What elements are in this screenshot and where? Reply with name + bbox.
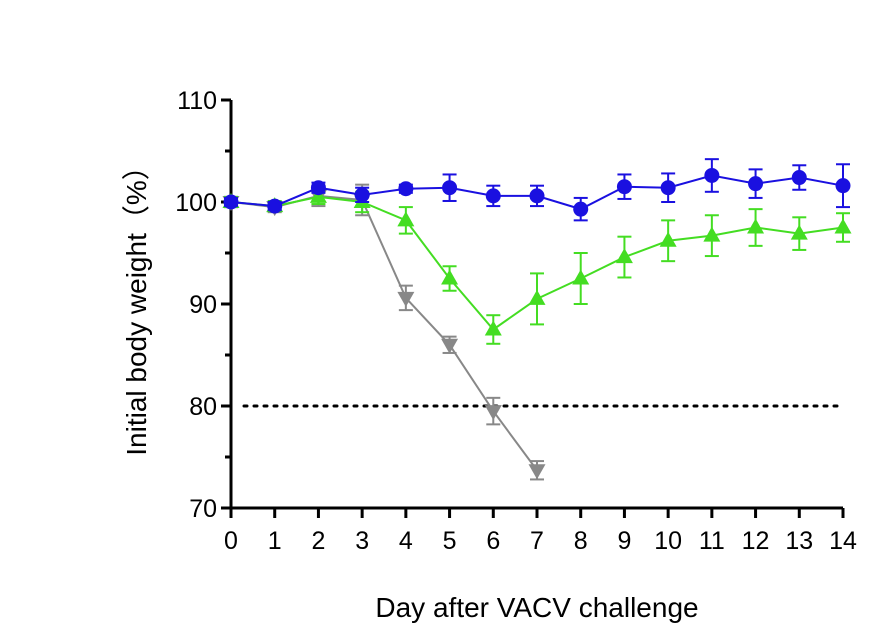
x-tick-label: 3	[355, 527, 369, 555]
x-tick-label: 6	[486, 527, 500, 555]
data-point	[441, 269, 459, 285]
data-point	[442, 180, 458, 196]
y-tick-label: 100	[175, 189, 217, 217]
data-point	[747, 218, 765, 234]
data-point	[354, 187, 370, 203]
data-point	[616, 179, 632, 195]
data-point	[309, 187, 327, 203]
data-point	[397, 291, 415, 307]
data-point	[398, 181, 414, 197]
data-point	[484, 320, 502, 336]
x-tick-label: 10	[654, 527, 682, 555]
data-point	[615, 248, 633, 264]
data-point	[704, 167, 720, 183]
data-point	[835, 178, 851, 194]
data-point	[791, 170, 807, 186]
data-point	[441, 338, 459, 354]
data-point	[485, 188, 501, 204]
x-tick-label: 13	[785, 527, 813, 555]
y-tick-label: 80	[189, 393, 217, 421]
data-point	[572, 269, 590, 285]
data-point	[397, 211, 415, 227]
x-tick-label: 14	[829, 527, 857, 555]
x-tick-label: 11	[699, 527, 725, 555]
data-point	[834, 218, 852, 234]
data-point	[660, 180, 676, 196]
y-tick-label: 110	[177, 87, 217, 115]
y-tick-label: 70	[189, 495, 217, 523]
x-tick-label: 5	[443, 527, 457, 555]
series-layer	[222, 158, 852, 481]
series-green-triangles	[222, 187, 852, 345]
x-tick-label: 8	[574, 527, 588, 555]
x-tick-label: 0	[224, 527, 238, 555]
data-point	[528, 464, 546, 480]
data-point	[573, 201, 589, 217]
y-axis-title: Initial body weight（%）	[121, 152, 152, 455]
data-point	[790, 224, 808, 240]
data-point	[703, 226, 721, 242]
data-point	[223, 194, 239, 210]
x-tick-label: 12	[742, 527, 770, 555]
data-point	[529, 188, 545, 204]
x-axis-title: Day after VACV challenge	[375, 592, 698, 623]
x-tick-label: 1	[268, 527, 282, 555]
data-point	[310, 180, 326, 196]
x-tick-label: 4	[399, 527, 413, 555]
data-point	[748, 176, 764, 192]
x-tick-label: 2	[311, 527, 325, 555]
data-point	[484, 405, 502, 421]
x-tick-label: 9	[617, 527, 631, 555]
series-blue-circles	[223, 158, 851, 222]
x-tick-label: 7	[530, 527, 544, 555]
data-point	[267, 198, 283, 214]
y-tick-label: 90	[189, 291, 217, 319]
data-point	[659, 231, 677, 247]
data-point	[528, 289, 546, 305]
